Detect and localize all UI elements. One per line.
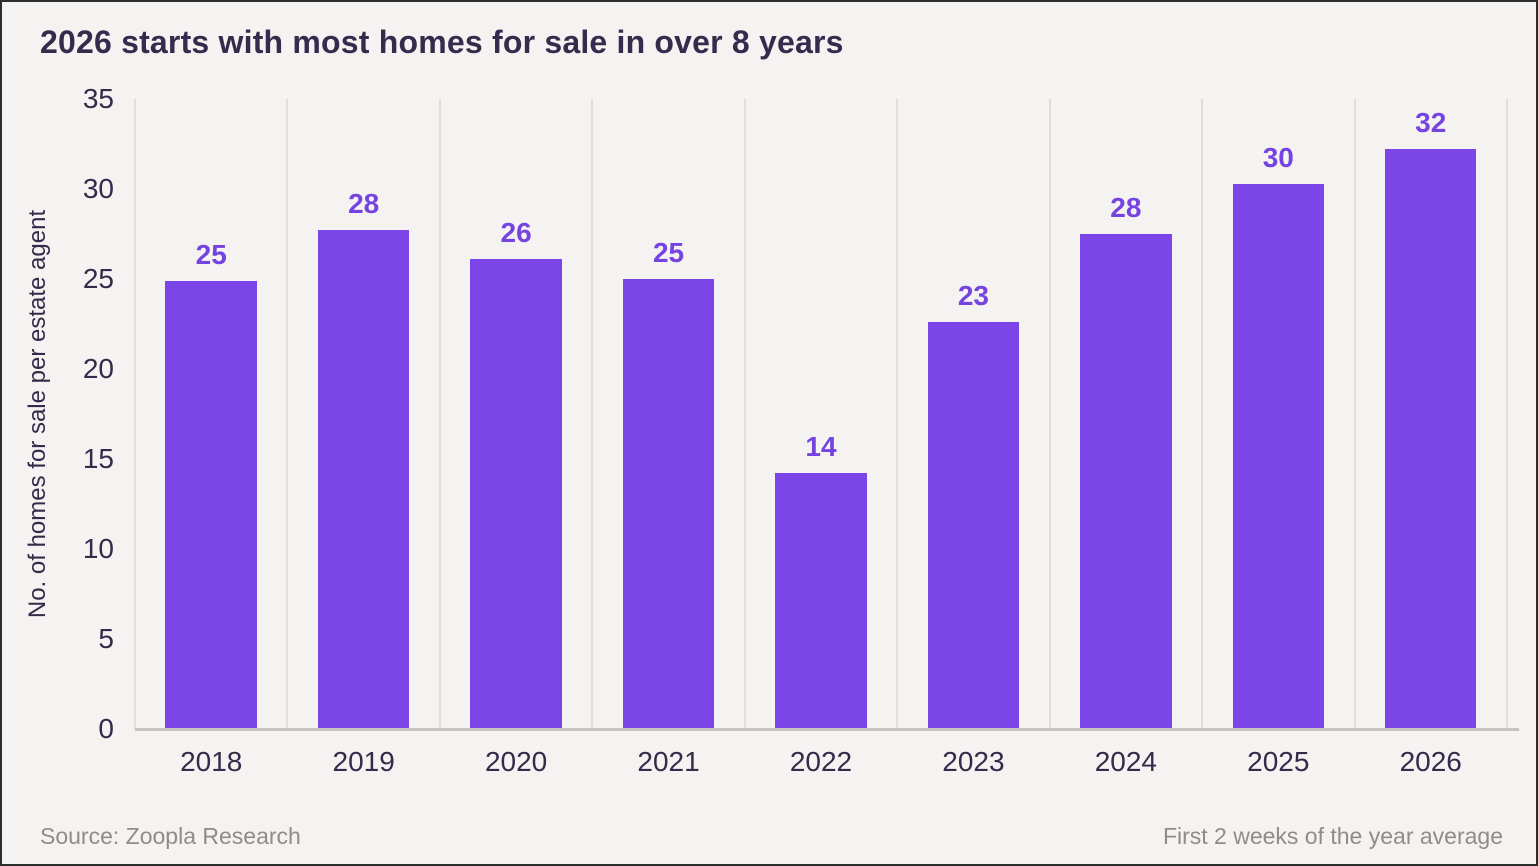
y-tick-label: 5 — [98, 623, 114, 654]
bar-value-label-2026: 32 — [1415, 107, 1447, 139]
gridline — [134, 99, 136, 729]
y-tick-label: 20 — [82, 353, 114, 384]
y-tick-label: 35 — [82, 83, 114, 114]
gridline — [591, 99, 594, 729]
y-tick-label: 25 — [82, 263, 114, 294]
x-tick-label-2024: 2024 — [1094, 746, 1157, 777]
y-tick-label: 0 — [98, 713, 114, 744]
bar-2024 — [1080, 234, 1172, 729]
bar-column-2020: 26 — [440, 99, 592, 729]
bar-column-2019: 28 — [287, 99, 439, 729]
bar-column-2022: 14 — [745, 99, 897, 729]
bar-2018 — [165, 280, 257, 729]
bar-column-2025: 30 — [1202, 99, 1354, 729]
x-tick-label-2020: 2020 — [484, 746, 548, 777]
bar-column-2018: 25 — [135, 99, 287, 729]
bar-value-label-2024: 28 — [1110, 192, 1142, 223]
x-tick-label-2018: 2018 — [180, 746, 243, 777]
note-text: First 2 weeks of the year average — [1162, 823, 1503, 849]
gridline — [743, 99, 746, 729]
y-tick-label: 10 — [82, 533, 114, 564]
gridline — [1201, 99, 1204, 729]
gridline — [286, 99, 289, 729]
chart-title: 2026 starts with most homes for sale in … — [40, 24, 844, 60]
bar-2019 — [317, 230, 410, 729]
x-axis-line — [135, 728, 1519, 731]
bar-column-2024: 28 — [1050, 99, 1202, 729]
bar-column-2026: 32 — [1355, 99, 1507, 729]
plot-area: 25 28 26 25 14 23 28 30 32 — [134, 99, 1519, 731]
gridline — [438, 99, 441, 729]
gridline — [1506, 99, 1508, 729]
bar-2023 — [927, 322, 1020, 729]
bars-container: 25 28 26 25 14 23 28 30 32 — [135, 99, 1507, 729]
footer: Source: Zoopla Research First 2 weeks of… — [40, 823, 1503, 850]
gridline — [1353, 99, 1356, 729]
gridline — [1048, 99, 1051, 729]
x-axis-ticks: 2018 2019 2020 2021 2022 2023 2024 2025 2026 — [135, 746, 1507, 778]
x-tick-label-2021: 2021 — [637, 746, 700, 777]
y-tick-label: 30 — [82, 173, 114, 204]
bar-column-2023: 23 — [897, 99, 1049, 729]
bar-2025 — [1232, 183, 1324, 729]
bar-value-label-2022: 14 — [805, 431, 837, 463]
bar-value-label-2021: 25 — [652, 237, 685, 268]
bar-value-label-2019: 28 — [348, 188, 380, 220]
bar-2020 — [470, 259, 562, 729]
bar-value-label-2018: 25 — [195, 238, 227, 270]
x-tick-label-2022: 2022 — [789, 746, 853, 777]
bar-column-2021: 25 — [592, 99, 744, 729]
bar-value-label-2023: 23 — [957, 280, 989, 312]
x-tick-label-2019: 2019 — [332, 746, 395, 777]
y-axis-ticks: 0 5 10 15 20 25 30 35 — [2, 83, 114, 744]
bar-2026 — [1384, 149, 1477, 729]
y-tick-label: 15 — [82, 443, 114, 474]
x-tick-label-2023: 2023 — [942, 746, 1005, 777]
bar-value-label-2020: 26 — [500, 217, 532, 249]
bar-2022 — [775, 473, 867, 729]
bar-2021 — [622, 279, 715, 729]
x-tick-label-2026: 2026 — [1399, 746, 1462, 777]
x-tick-label-2025: 2025 — [1247, 746, 1310, 777]
gridline — [896, 99, 899, 729]
source-text: Source: Zoopla Research — [40, 823, 301, 849]
bar-value-label-2025: 30 — [1262, 141, 1294, 173]
